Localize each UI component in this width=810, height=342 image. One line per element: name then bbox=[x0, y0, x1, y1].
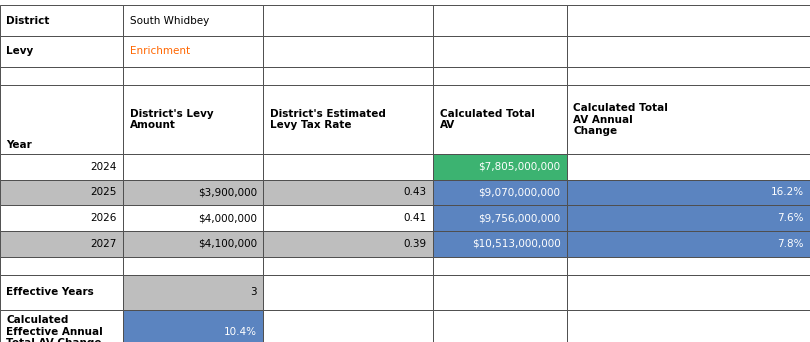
Text: Levy: Levy bbox=[6, 46, 34, 56]
Bar bbox=[433, 275, 567, 310]
Bar bbox=[0, 256, 123, 275]
Bar bbox=[263, 5, 433, 36]
Text: 16.2%: 16.2% bbox=[770, 187, 804, 197]
Text: $9,070,000,000: $9,070,000,000 bbox=[479, 187, 561, 197]
Bar bbox=[123, 205, 263, 231]
Bar bbox=[567, 310, 810, 342]
Bar bbox=[123, 36, 263, 67]
Bar bbox=[263, 36, 433, 67]
Bar bbox=[0, 154, 123, 180]
Bar bbox=[433, 86, 567, 154]
Text: $10,513,000,000: $10,513,000,000 bbox=[471, 239, 561, 249]
Bar bbox=[263, 275, 433, 310]
Bar bbox=[567, 67, 810, 86]
Bar bbox=[567, 5, 810, 36]
Bar bbox=[263, 205, 433, 231]
Bar bbox=[263, 256, 433, 275]
Text: Calculated Total
AV: Calculated Total AV bbox=[440, 109, 535, 131]
Bar bbox=[0, 36, 123, 67]
Bar bbox=[123, 275, 263, 310]
Text: $7,805,000,000: $7,805,000,000 bbox=[479, 162, 561, 172]
Text: Effective Years: Effective Years bbox=[6, 287, 94, 298]
Text: District's Levy
Amount: District's Levy Amount bbox=[130, 109, 213, 131]
Bar bbox=[123, 154, 263, 180]
Text: $9,756,000,000: $9,756,000,000 bbox=[478, 213, 561, 223]
Text: $4,100,000: $4,100,000 bbox=[198, 239, 257, 249]
Text: Calculated Total
AV Annual
Change: Calculated Total AV Annual Change bbox=[573, 103, 668, 136]
Bar bbox=[0, 67, 123, 86]
Bar bbox=[567, 205, 810, 231]
Bar bbox=[123, 256, 263, 275]
Bar bbox=[0, 180, 123, 205]
Text: District: District bbox=[6, 15, 50, 26]
Bar bbox=[433, 310, 567, 342]
Text: $4,000,000: $4,000,000 bbox=[198, 213, 257, 223]
Text: 10.4%: 10.4% bbox=[224, 327, 257, 337]
Bar bbox=[567, 275, 810, 310]
Bar bbox=[0, 275, 123, 310]
Bar bbox=[123, 5, 263, 36]
Text: Enrichment: Enrichment bbox=[130, 46, 190, 56]
Bar bbox=[263, 154, 433, 180]
Bar bbox=[123, 86, 263, 154]
Text: $3,900,000: $3,900,000 bbox=[198, 187, 257, 197]
Bar bbox=[567, 154, 810, 180]
Bar bbox=[433, 205, 567, 231]
Bar bbox=[0, 310, 123, 342]
Bar bbox=[433, 231, 567, 256]
Text: District's Estimated
Levy Tax Rate: District's Estimated Levy Tax Rate bbox=[270, 109, 386, 131]
Bar bbox=[0, 231, 123, 256]
Text: 2025: 2025 bbox=[90, 187, 117, 197]
Bar bbox=[567, 180, 810, 205]
Text: 2024: 2024 bbox=[90, 162, 117, 172]
Text: Year: Year bbox=[6, 140, 32, 150]
Bar bbox=[433, 256, 567, 275]
Bar bbox=[263, 180, 433, 205]
Bar bbox=[433, 154, 567, 180]
Bar bbox=[263, 231, 433, 256]
Bar bbox=[433, 180, 567, 205]
Bar bbox=[263, 86, 433, 154]
Bar bbox=[567, 86, 810, 154]
Text: South Whidbey: South Whidbey bbox=[130, 15, 209, 26]
Text: 2026: 2026 bbox=[90, 213, 117, 223]
Bar bbox=[123, 231, 263, 256]
Bar bbox=[0, 205, 123, 231]
Text: 3: 3 bbox=[250, 287, 257, 298]
Text: 7.6%: 7.6% bbox=[777, 213, 804, 223]
Bar bbox=[0, 5, 123, 36]
Text: Calculated
Effective Annual
Total AV Change: Calculated Effective Annual Total AV Cha… bbox=[6, 315, 103, 342]
Bar bbox=[123, 67, 263, 86]
Bar bbox=[0, 86, 123, 154]
Bar bbox=[567, 36, 810, 67]
Bar bbox=[567, 256, 810, 275]
Text: 0.39: 0.39 bbox=[403, 239, 427, 249]
Text: 0.41: 0.41 bbox=[403, 213, 427, 223]
Bar bbox=[433, 67, 567, 86]
Bar bbox=[123, 310, 263, 342]
Text: 0.43: 0.43 bbox=[403, 187, 427, 197]
Bar bbox=[433, 36, 567, 67]
Bar bbox=[263, 310, 433, 342]
Bar bbox=[123, 180, 263, 205]
Text: 7.8%: 7.8% bbox=[777, 239, 804, 249]
Text: 2027: 2027 bbox=[90, 239, 117, 249]
Bar bbox=[433, 5, 567, 36]
Bar bbox=[263, 67, 433, 86]
Bar bbox=[567, 231, 810, 256]
